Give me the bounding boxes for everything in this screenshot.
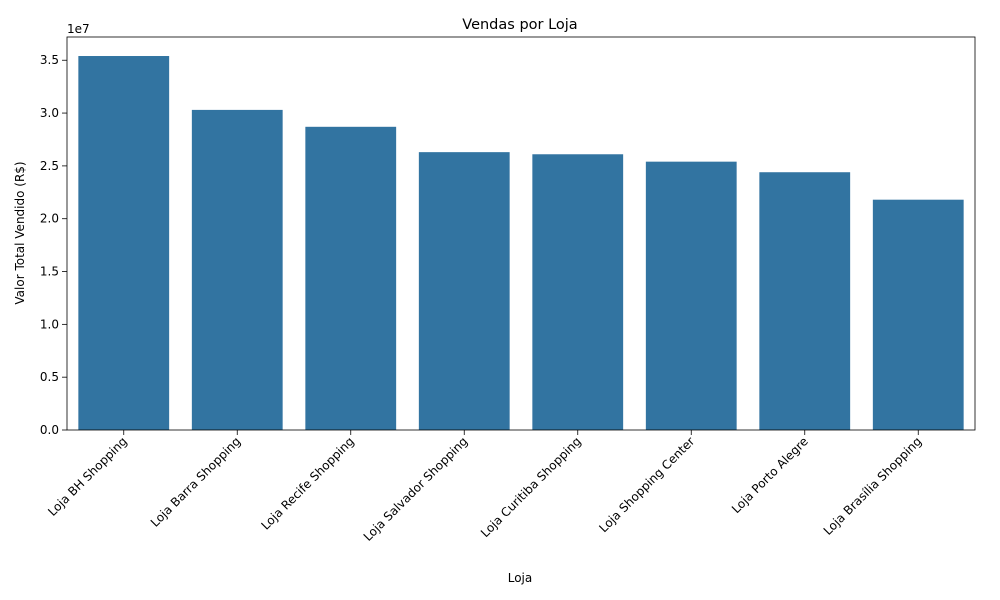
y-axis-ticks: 0.0 0.5 1.0 1.5 2.0 2.5 3.0 3.5 bbox=[40, 53, 67, 437]
y-tick-label: 3.0 bbox=[40, 106, 59, 120]
y-tick-label: 2.0 bbox=[40, 212, 59, 226]
y-axis-title: Valor Total Vendido (R$) bbox=[13, 161, 27, 304]
y-tick-label: 2.5 bbox=[40, 159, 59, 173]
bar-8 bbox=[872, 199, 964, 430]
bar-1 bbox=[78, 56, 170, 431]
bar-2 bbox=[191, 109, 283, 430]
x-axis-title: Loja bbox=[508, 571, 533, 585]
bars-group bbox=[78, 56, 964, 431]
bar-5 bbox=[532, 154, 624, 431]
y-tick-label: 0.0 bbox=[40, 423, 59, 437]
y-axis-offset-label: 1e7 bbox=[67, 22, 90, 36]
bar-7 bbox=[759, 172, 851, 430]
bar-3 bbox=[305, 126, 397, 430]
x-tick-label: Loja BH Shopping bbox=[45, 434, 130, 519]
y-tick-label: 3.5 bbox=[40, 53, 59, 67]
x-axis-ticks: Loja BH Shopping Loja Barra Shopping Loja … bbox=[45, 430, 924, 544]
y-tick-label: 0.5 bbox=[40, 370, 59, 384]
x-tick-label: Loja Salvador Shopping bbox=[361, 434, 471, 544]
chart-title: Vendas por Loja bbox=[462, 17, 577, 33]
x-tick-label: Loja Shopping Center bbox=[596, 434, 697, 535]
x-tick-label: Loja Brasília Shopping bbox=[821, 434, 925, 538]
x-tick-label: Loja Porto Alegre bbox=[729, 434, 811, 516]
bar-6 bbox=[645, 161, 737, 430]
y-tick-label: 1.0 bbox=[40, 317, 59, 331]
y-tick-label: 1.5 bbox=[40, 265, 59, 279]
bar-4 bbox=[418, 152, 510, 430]
x-tick-label: Loja Recife Shopping bbox=[258, 434, 356, 532]
x-tick-label: Loja Barra Shopping bbox=[148, 434, 244, 530]
x-tick-label: Loja Curitiba Shopping bbox=[478, 434, 584, 540]
plot-frame bbox=[66, 36, 976, 431]
